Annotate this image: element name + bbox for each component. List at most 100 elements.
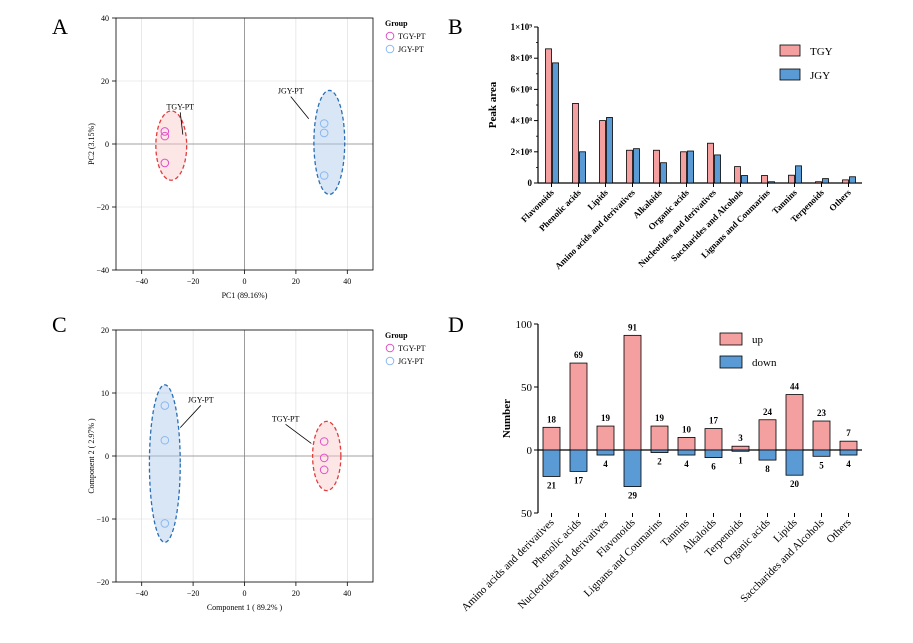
down-bar bbox=[839, 449, 858, 456]
tgy-ellipse bbox=[311, 420, 342, 492]
tgy-bar bbox=[626, 149, 633, 184]
annotation-line bbox=[179, 112, 184, 135]
y-tick-label: 50 bbox=[521, 508, 533, 520]
y-tick-label: −40 bbox=[96, 266, 109, 275]
plsda-chart-c: −40 −20 0 20 40 −20 −10 0 10 20 JGY-PT TGY-PT Group T… bbox=[87, 326, 426, 612]
tgy-bar bbox=[545, 48, 552, 184]
jgy-point bbox=[160, 435, 170, 445]
jgy-bar bbox=[606, 117, 613, 184]
up-bar bbox=[542, 426, 561, 451]
y-axis-title: PC2 (3.15%) bbox=[87, 123, 96, 165]
x-axis-title: Component 1 ( 89.2% ) bbox=[207, 603, 283, 612]
legend-jgy-label: JGY bbox=[810, 70, 830, 82]
jgy-ellipse bbox=[313, 89, 346, 196]
up-bar bbox=[677, 436, 696, 451]
up-value-label: 91 bbox=[628, 322, 638, 332]
down-value-label: 21 bbox=[547, 480, 557, 490]
down-bar bbox=[569, 449, 588, 472]
up-bar bbox=[839, 440, 858, 451]
down-bar bbox=[785, 449, 804, 476]
legend-title: Group bbox=[385, 331, 408, 340]
legend-down-label: down bbox=[752, 357, 777, 369]
x-tick-label: 40 bbox=[343, 277, 351, 286]
y-tick-label: 0 bbox=[528, 178, 533, 188]
jgy-bar bbox=[741, 175, 748, 184]
jgy-bar bbox=[660, 162, 667, 184]
up-value-label: 19 bbox=[601, 413, 611, 423]
jgy-bar bbox=[552, 62, 559, 184]
x-tick-label: 20 bbox=[292, 277, 300, 286]
legend-jgy-marker bbox=[385, 356, 395, 366]
tgy-point bbox=[160, 158, 170, 168]
annotation-label: JGY-PT bbox=[188, 395, 214, 404]
tgy-bar bbox=[599, 120, 606, 184]
category-label: Lipids bbox=[585, 187, 610, 212]
tgy-point bbox=[160, 127, 170, 136]
y-tick-label: −20 bbox=[96, 203, 109, 212]
down-value-label: 20 bbox=[790, 479, 800, 489]
panel-label-c: C bbox=[52, 312, 67, 337]
down-value-label: 4 bbox=[684, 459, 689, 469]
y-tick-label: 0 bbox=[105, 452, 109, 461]
y-tick-label: 6×10⁸ bbox=[511, 84, 533, 94]
down-value-label: 4 bbox=[603, 459, 608, 469]
tgy-point bbox=[319, 437, 329, 446]
up-value-label: 18 bbox=[547, 414, 557, 424]
panel-label-b: B bbox=[448, 14, 463, 39]
up-value-label: 10 bbox=[682, 424, 692, 434]
up-value-label: 3 bbox=[738, 433, 743, 443]
annotation-label: TGY-PT bbox=[272, 414, 300, 423]
category-label: Others bbox=[824, 517, 853, 546]
tgy-bar bbox=[842, 179, 849, 184]
down-value-label: 4 bbox=[846, 459, 851, 469]
tgy-point bbox=[319, 465, 329, 475]
legend-tgy-swatch bbox=[779, 44, 801, 57]
tgy-point bbox=[160, 131, 170, 141]
down-bar bbox=[758, 449, 777, 461]
jgy-bar bbox=[633, 148, 640, 184]
jgy-point bbox=[319, 128, 329, 138]
down-value-label: 6 bbox=[711, 462, 716, 472]
jgy-ellipse bbox=[148, 384, 181, 543]
jgy-bar bbox=[822, 178, 829, 184]
annotation-line bbox=[290, 96, 310, 120]
tgy-bar bbox=[653, 149, 660, 184]
jgy-bar bbox=[687, 150, 694, 184]
y-tick-label: 20 bbox=[101, 77, 109, 86]
up-value-label: 24 bbox=[763, 407, 773, 417]
y-tick-label: 0 bbox=[527, 445, 533, 457]
x-tick-label: 0 bbox=[243, 277, 247, 286]
y-tick-label: 10 bbox=[101, 389, 109, 398]
x-tick-label: −40 bbox=[135, 277, 148, 286]
up-value-label: 23 bbox=[817, 408, 827, 418]
y-tick-label: 1×10⁹ bbox=[511, 22, 533, 32]
jgy-bar bbox=[795, 165, 802, 184]
up-value-label: 44 bbox=[790, 382, 800, 392]
up-value-label: 7 bbox=[846, 428, 851, 438]
legend-jgy-marker bbox=[385, 44, 395, 54]
y-tick-label: 8×10⁸ bbox=[511, 53, 533, 63]
y-tick-label: 100 bbox=[516, 319, 533, 331]
down-bar bbox=[623, 449, 642, 487]
panel-label-a: A bbox=[52, 14, 68, 39]
x-tick-label: −20 bbox=[187, 277, 200, 286]
tgy-bar bbox=[707, 142, 714, 184]
up-bar bbox=[812, 420, 831, 451]
legend-down-swatch bbox=[719, 355, 743, 369]
tgy-point bbox=[319, 453, 329, 463]
down-bar bbox=[677, 449, 696, 456]
tgy-bar bbox=[815, 181, 822, 184]
up-bar bbox=[731, 445, 750, 451]
x-tick-label: −20 bbox=[187, 589, 200, 598]
legend-tgy-marker bbox=[385, 343, 395, 353]
legend-up-label: up bbox=[752, 334, 764, 346]
y-tick-label: 50 bbox=[521, 382, 533, 394]
down-value-label: 29 bbox=[628, 491, 638, 501]
up-bar bbox=[596, 425, 615, 451]
x-axis-title: PC1 (89.16%) bbox=[222, 291, 268, 300]
y-axis-title: Number bbox=[501, 399, 513, 438]
down-value-label: 17 bbox=[574, 475, 584, 485]
tgy-ellipse bbox=[155, 110, 188, 181]
down-value-label: 1 bbox=[738, 455, 743, 465]
